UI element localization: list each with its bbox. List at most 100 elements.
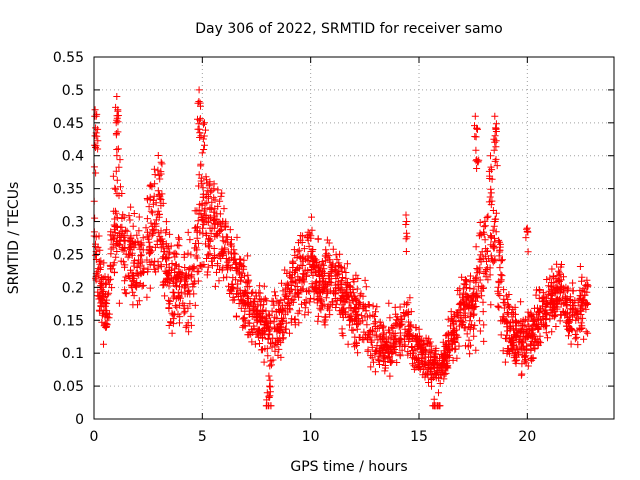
data-point [245, 331, 253, 339]
data-point [584, 283, 592, 291]
data-point [364, 347, 372, 355]
data-point [225, 282, 232, 290]
data-point [113, 146, 121, 153]
data-point [350, 278, 358, 286]
data-point [112, 130, 120, 137]
data-point [127, 243, 135, 251]
data-point [250, 307, 258, 315]
data-point [191, 301, 199, 309]
data-point [504, 295, 512, 303]
data-point [210, 220, 218, 228]
data-point [309, 263, 317, 271]
data-point [455, 342, 463, 350]
data-point [535, 315, 543, 323]
data-point [419, 337, 427, 345]
data-point [492, 125, 500, 133]
data-point [108, 284, 116, 292]
data-point [274, 326, 282, 334]
data-point [339, 313, 347, 321]
data-point [308, 280, 316, 288]
data-point [574, 341, 582, 349]
data-point [101, 273, 109, 281]
data-point [96, 278, 104, 286]
data-point [543, 301, 550, 308]
data-point [513, 331, 521, 339]
data-point [315, 281, 323, 289]
data-point [502, 292, 510, 300]
data-point [523, 224, 531, 232]
data-point [352, 338, 360, 346]
data-point [466, 350, 474, 358]
data-point [114, 112, 122, 119]
data-point [317, 268, 325, 276]
data-point [437, 351, 445, 358]
data-point [491, 112, 499, 120]
data-point [346, 283, 354, 291]
data-point [500, 286, 508, 294]
data-point [337, 286, 345, 294]
data-point [192, 240, 200, 247]
data-point [361, 276, 369, 284]
data-point [111, 269, 118, 277]
data-point [125, 250, 132, 258]
data-point [244, 319, 252, 327]
data-point [210, 208, 218, 216]
y-tick-label: 0.15 [53, 313, 84, 329]
data-point [469, 297, 477, 305]
y-tick-label: 0.1 [62, 346, 84, 362]
data-point [117, 234, 125, 241]
data-point [439, 338, 447, 346]
data-point [275, 345, 283, 353]
data-point [157, 261, 165, 269]
data-point [196, 200, 204, 208]
data-point [190, 264, 198, 272]
data-point [148, 231, 156, 239]
data-point [484, 264, 492, 272]
data-point [387, 344, 395, 352]
data-point [459, 300, 467, 308]
data-point [163, 226, 171, 234]
data-point [408, 335, 416, 342]
data-point [431, 370, 439, 378]
data-point [421, 350, 429, 358]
data-point [268, 340, 276, 348]
data-point [173, 250, 181, 258]
data-point [121, 289, 129, 297]
data-point [473, 292, 481, 300]
data-point [282, 292, 290, 300]
data-point [279, 329, 287, 337]
data-point [573, 327, 581, 335]
data-point [256, 282, 264, 290]
data-point [538, 319, 546, 327]
data-point [371, 331, 379, 339]
data-point [183, 280, 191, 288]
data-point [227, 249, 235, 257]
data-point [385, 299, 393, 307]
data-point [109, 172, 117, 180]
data-point [577, 301, 585, 309]
data-point [131, 257, 138, 265]
data-point [481, 222, 489, 230]
data-point [235, 268, 243, 276]
data-point [487, 163, 495, 171]
data-point [244, 295, 252, 302]
data-point [257, 310, 265, 318]
data-point [277, 296, 285, 304]
data-point [138, 258, 146, 266]
data-point [127, 203, 135, 211]
data-point [403, 333, 411, 341]
data-point [105, 289, 113, 297]
data-point [192, 252, 200, 260]
data-point [322, 246, 330, 254]
data-point [266, 392, 274, 400]
data-point [291, 293, 299, 301]
data-point [113, 232, 121, 240]
data-point [284, 284, 292, 292]
data-point [553, 278, 561, 286]
data-point [470, 285, 478, 293]
data-point [262, 307, 270, 315]
data-point [159, 278, 167, 286]
data-point [291, 321, 299, 329]
data-point [272, 292, 279, 300]
data-point [470, 332, 478, 340]
